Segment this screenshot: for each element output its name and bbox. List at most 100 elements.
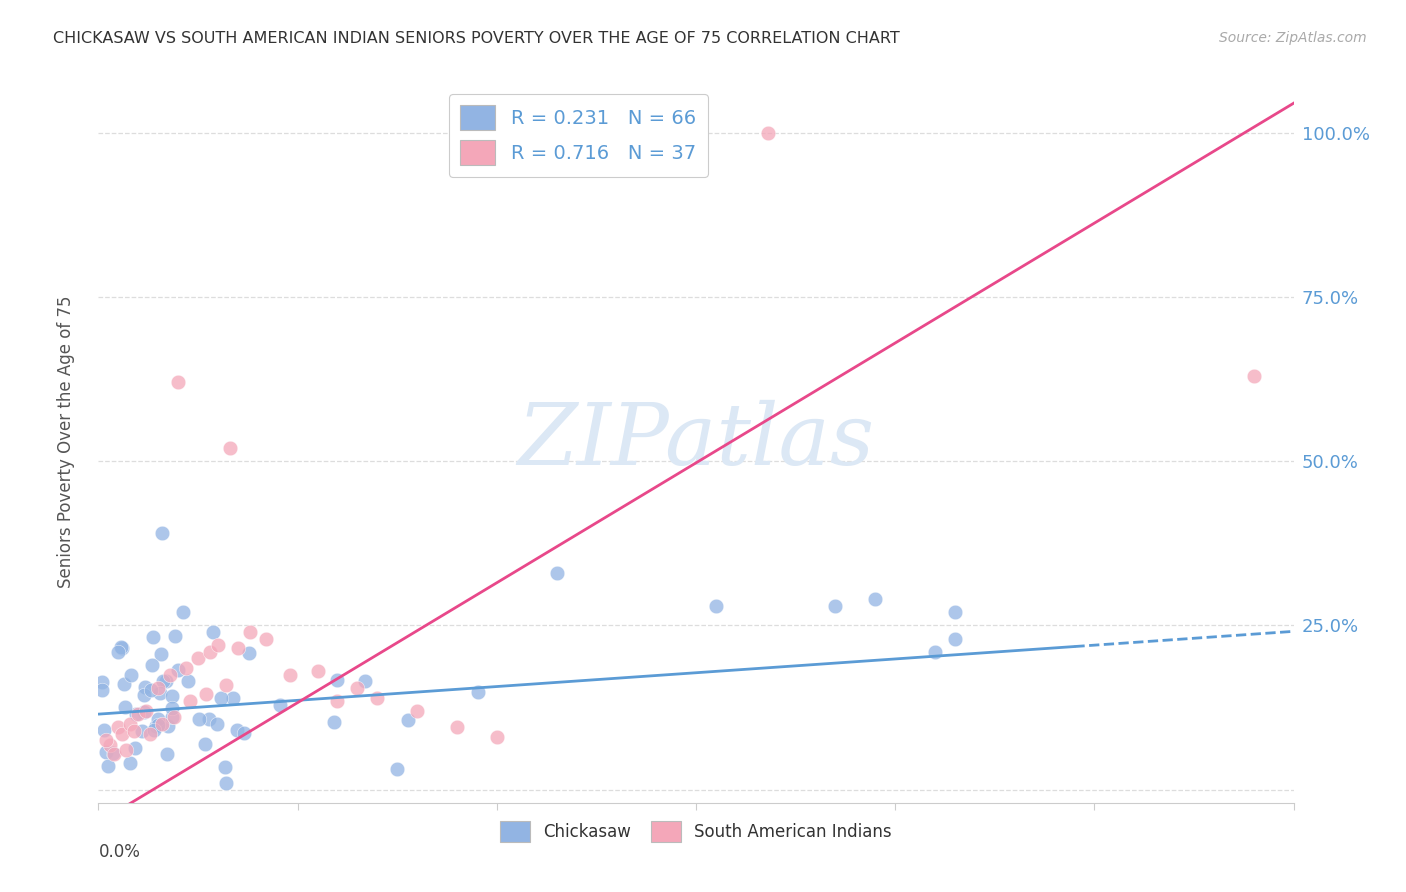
Point (160, 710, 183, 724)
Point (97, 759, 120, 773)
Point (149, 686, 172, 700)
Point (139, 727, 162, 741)
Point (134, 688, 156, 702)
Point (115, 743, 138, 757)
Point (1243, 368, 1265, 383)
Point (141, 682, 163, 697)
Y-axis label: Seniors Poverty Over the Age of 75: Seniors Poverty Over the Age of 75 (56, 295, 75, 588)
Point (159, 667, 181, 681)
Point (148, 712, 170, 726)
Point (124, 723, 146, 738)
Point (167, 376, 190, 390)
Point (943, 632, 966, 646)
Point (162, 701, 184, 715)
Point (278, 667, 301, 681)
Point (127, 707, 149, 722)
Point (215, 776, 238, 790)
Point (326, 694, 349, 708)
Point (114, 699, 136, 714)
Point (142, 723, 165, 737)
Point (323, 715, 346, 730)
Point (118, 756, 141, 770)
Point (219, 441, 242, 455)
Point (354, 674, 377, 689)
Point (132, 705, 155, 719)
Point (134, 681, 156, 695)
Point (239, 625, 262, 640)
Point (215, 677, 238, 691)
Point (396, 714, 419, 728)
Point (546, 566, 568, 580)
Point (120, 667, 142, 681)
Point (704, 599, 727, 613)
Point (198, 645, 221, 659)
Point (152, 673, 174, 688)
Point (150, 717, 173, 731)
Point (98, 738, 122, 752)
Point (101, 746, 124, 760)
Text: 0.0%: 0.0% (98, 843, 141, 861)
Point (148, 681, 170, 695)
Point (197, 712, 219, 726)
Point (756, 126, 779, 140)
Point (165, 629, 187, 643)
Point (207, 638, 229, 652)
Point (406, 704, 429, 718)
Point (94, 745, 117, 759)
Point (187, 651, 209, 665)
Point (142, 630, 165, 644)
Point (107, 645, 129, 659)
Point (107, 720, 129, 734)
Point (150, 526, 173, 541)
Point (485, 730, 508, 744)
Point (269, 698, 291, 712)
Point (467, 685, 489, 699)
Point (160, 690, 183, 704)
Point (214, 760, 236, 774)
Point (326, 673, 349, 687)
Point (110, 640, 132, 655)
Point (824, 599, 846, 613)
Point (222, 691, 245, 706)
Point (156, 719, 179, 733)
Point (446, 720, 468, 734)
Point (166, 664, 188, 678)
Point (177, 673, 200, 688)
Point (233, 726, 256, 740)
Point (156, 747, 179, 761)
Point (187, 713, 209, 727)
Point (211, 690, 233, 705)
Point (150, 648, 173, 662)
Point (225, 723, 247, 737)
Point (366, 690, 388, 705)
Point (195, 687, 218, 701)
Point (103, 747, 125, 761)
Point (91, 675, 114, 690)
Point (194, 737, 217, 751)
Legend: Chickasaw, South American Indians: Chickasaw, South American Indians (494, 814, 898, 848)
Text: ZIPatlas: ZIPatlas (517, 401, 875, 483)
Point (346, 681, 368, 695)
Point (125, 706, 148, 721)
Point (205, 717, 228, 731)
Point (131, 724, 153, 739)
Point (141, 658, 163, 673)
Text: CHICKASAW VS SOUTH AMERICAN INDIAN SENIORS POVERTY OVER THE AGE OF 75 CORRELATIO: CHICKASAW VS SOUTH AMERICAN INDIAN SENIO… (53, 31, 900, 46)
Point (93, 723, 115, 738)
Point (172, 605, 194, 619)
Point (111, 727, 134, 741)
Point (163, 710, 186, 724)
Point (96, 733, 118, 747)
Point (91, 682, 114, 697)
Point (114, 677, 136, 691)
Point (111, 641, 134, 656)
Point (145, 719, 167, 733)
Point (201, 624, 224, 639)
Point (254, 632, 277, 646)
Point (179, 694, 201, 708)
Point (120, 717, 142, 731)
Point (865, 591, 887, 606)
Point (307, 665, 329, 679)
Point (124, 740, 146, 755)
Point (924, 644, 946, 658)
